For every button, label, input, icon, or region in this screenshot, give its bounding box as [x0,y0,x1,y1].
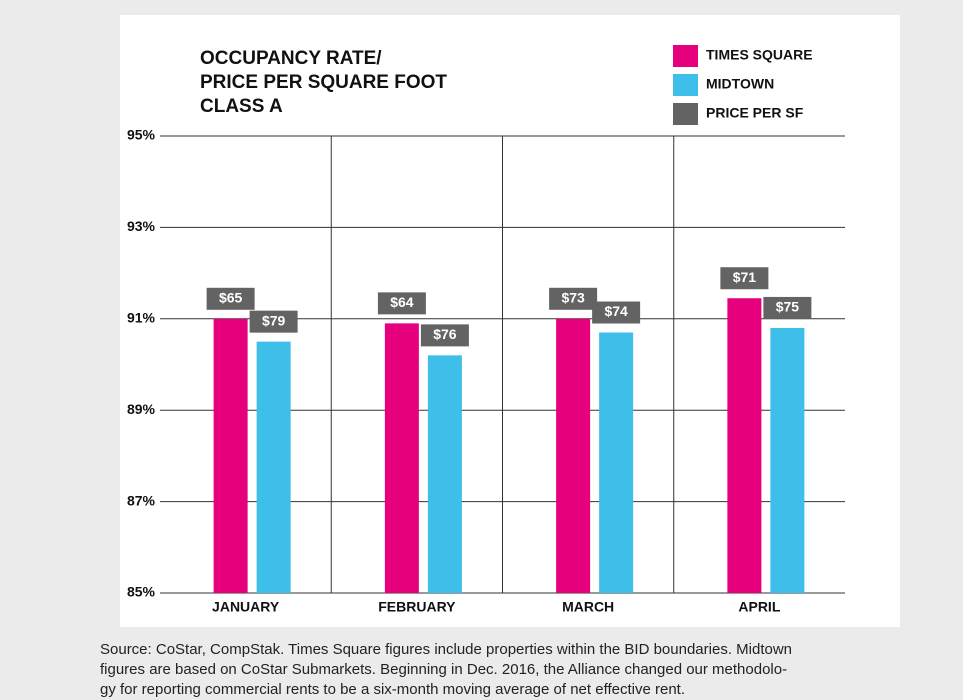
y-tick-label: 95% [127,127,156,143]
bar [427,355,462,593]
x-tick-label: APRIL [738,599,780,615]
bar [770,327,805,593]
legend-swatch [673,103,698,125]
price-label-box [420,324,469,347]
legend-swatch [673,74,698,96]
bar [556,318,591,593]
source-note: Source: CoStar, CompStak. Times Square f… [100,640,920,700]
price-label-box [377,292,426,315]
price-label: $64 [390,294,414,310]
bar [727,298,762,593]
price-label: $73 [561,290,585,306]
legend-swatch [673,45,698,67]
price-label: $79 [262,312,286,328]
price-label-box [592,301,641,324]
price-label: $74 [604,303,628,319]
price-label-box [206,287,255,310]
y-tick-label: 85% [127,584,156,600]
bar [256,341,291,593]
price-label: $71 [733,269,757,285]
x-tick-label: FEBRUARY [378,599,456,615]
source-line: figures are based on CoStar Submarkets. … [100,661,788,678]
price-label: $75 [776,299,800,315]
chart-title: CLASS A [200,96,283,117]
source-line: gy for reporting commercial rents to be … [100,681,685,698]
bar [213,318,248,593]
price-label: $65 [219,290,243,306]
source-line: Source: CoStar, CompStak. Times Square f… [100,641,793,658]
y-tick-label: 93% [127,218,156,234]
price-label-box [549,287,598,310]
legend-label: TIMES SQUARE [706,47,813,63]
price-label: $76 [433,326,457,342]
y-tick-label: 89% [127,401,156,417]
legend-label: MIDTOWN [706,76,774,92]
bar [599,332,634,593]
chart: OCCUPANCY RATE/PRICE PER SQUARE FOOT CLAS… [120,15,900,627]
x-tick-label: MARCH [562,599,614,615]
y-tick-label: 91% [127,310,156,326]
legend-label: PRICE PER SF [706,105,804,121]
chart-title: OCCUPANCY RATE/ [200,48,382,69]
chart-title: PRICE PER SQUARE FOOT [200,72,447,93]
price-label-box [249,310,298,333]
x-tick-label: JANUARY [212,599,280,615]
bar [384,323,419,593]
y-tick-label: 87% [127,492,156,508]
price-label-box [763,296,812,319]
price-label-box [720,267,769,290]
